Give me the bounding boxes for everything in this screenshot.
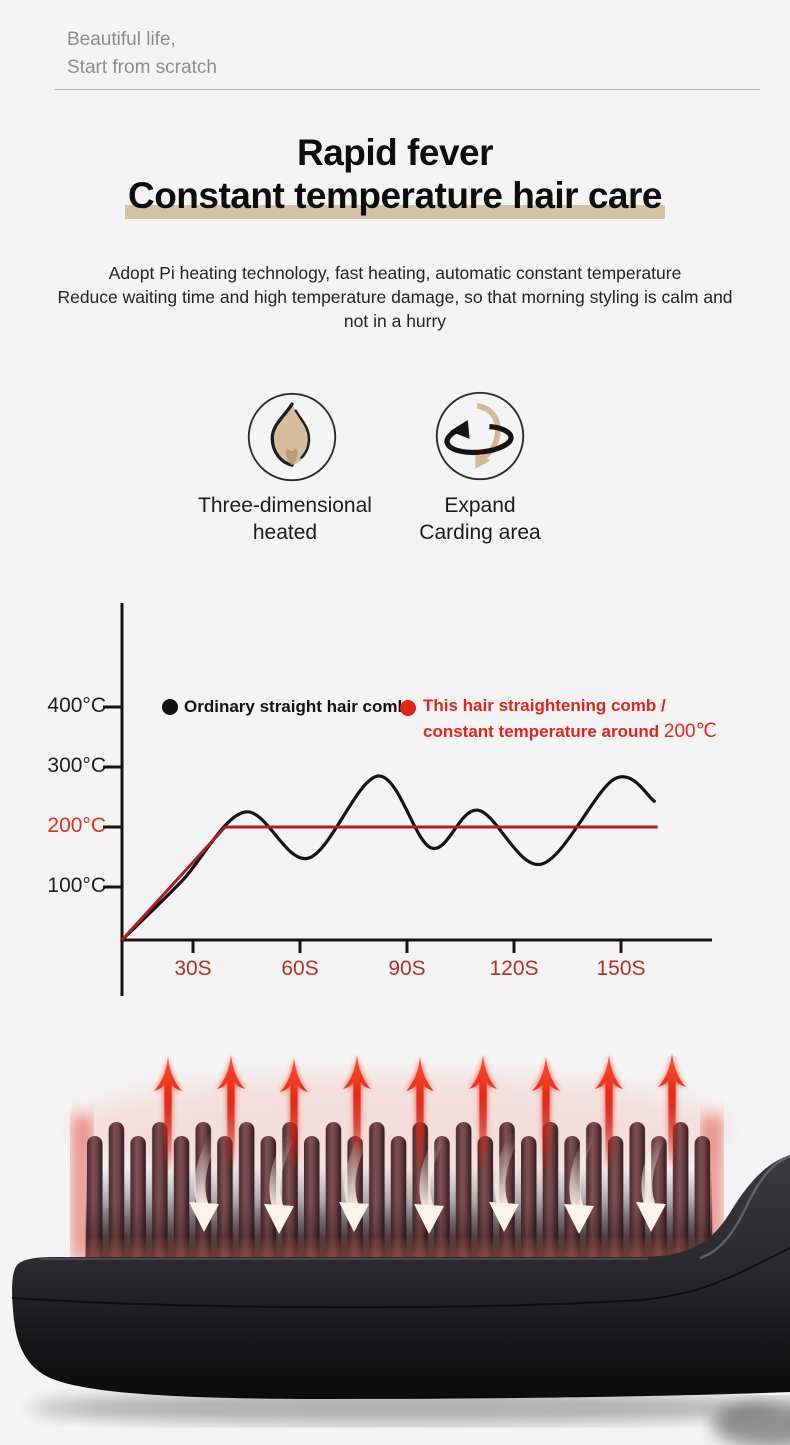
feature-label-heated: Three-dimensional heated — [198, 494, 372, 544]
page-title-line2-wrap: Constant temperature hair care — [0, 175, 790, 219]
page-title-line1: Rapid fever — [296, 132, 494, 173]
x-tick-120s: 120S — [489, 957, 539, 980]
bristle-field — [85, 1122, 713, 1264]
legend-label-ordinary: Ordinary straight hair comb — [184, 697, 408, 716]
legend-marker-ordinary — [162, 699, 178, 715]
y-tick-300: 300°C — [47, 754, 106, 777]
comb-body — [11, 1154, 790, 1445]
legend-marker-this-comb — [400, 700, 416, 716]
temperature-chart — [103, 603, 712, 996]
rotate-arrows-icon — [435, 391, 525, 481]
x-tick-150s: 150S — [596, 957, 646, 980]
legend-label-this-comb-line2: constant temperature around 200℃ — [423, 721, 717, 742]
flame-icon — [247, 392, 337, 482]
brand-tagline-line2: Start from scratch — [67, 57, 217, 78]
heat-up-arrows — [154, 1053, 686, 1173]
brand-tagline-line1: Beautiful life, — [67, 29, 176, 50]
header-divider — [55, 89, 760, 90]
intro-line1: Adopt Pi heating technology, fast heatin… — [108, 263, 682, 283]
title-highlight-bar — [124, 205, 665, 219]
page-title-line2: Constant temperature hair care — [124, 175, 665, 219]
intro-line3: not in a hurry — [343, 311, 447, 331]
x-tick-30s: 30S — [174, 957, 212, 980]
intro-paragraph: Adopt Pi heating technology, fast heatin… — [0, 261, 790, 333]
intro-line2: Reduce waiting time and high temperature… — [57, 287, 733, 307]
hair-comb-product-image — [11, 1040, 790, 1445]
y-tick-200-highlight: 200°C — [47, 814, 106, 837]
x-tick-60s: 60S — [281, 957, 319, 980]
feature-label-carding: Expand Carding area — [419, 494, 541, 544]
x-tick-90s: 90S — [388, 957, 426, 980]
y-tick-100: 100°C — [47, 874, 106, 897]
legend-label-this-comb-line1: This hair straightening comb / — [423, 696, 666, 715]
y-tick-400: 400°C — [47, 694, 106, 717]
